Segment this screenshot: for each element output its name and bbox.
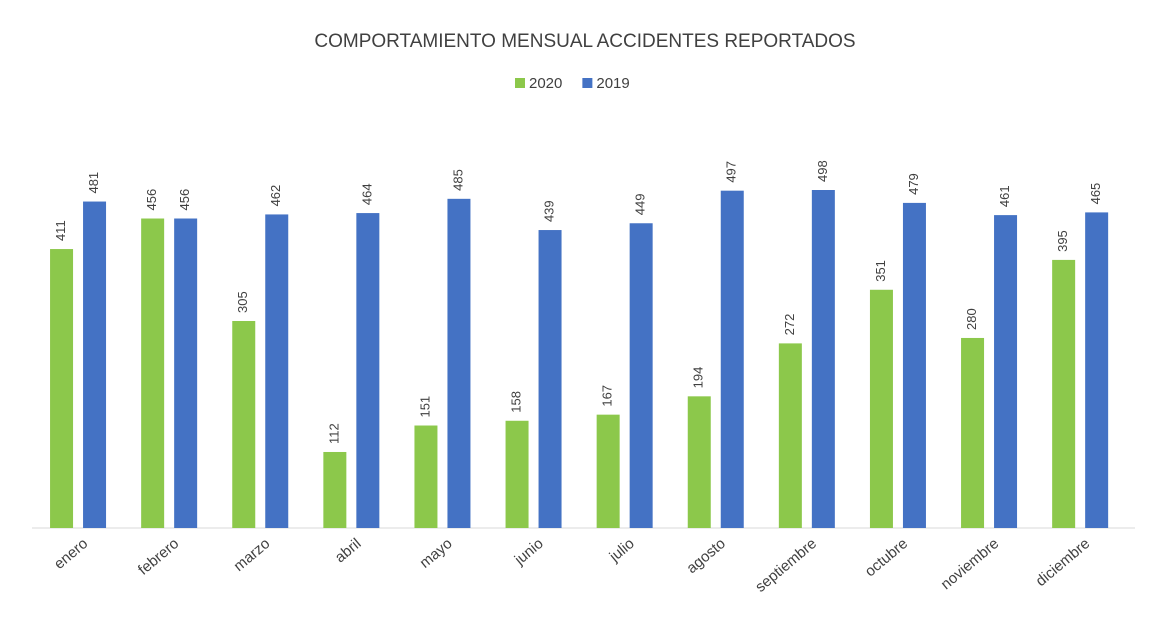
value-label: 485 <box>450 169 465 191</box>
value-label: 449 <box>633 194 648 216</box>
value-label: 461 <box>997 185 1012 207</box>
bar <box>232 320 256 528</box>
bar <box>811 190 835 528</box>
legend-swatch <box>582 78 593 88</box>
bar <box>629 223 653 529</box>
value-label: 272 <box>782 314 797 336</box>
value-label: 351 <box>873 260 888 282</box>
legend-swatch <box>515 78 525 88</box>
bar <box>50 249 74 528</box>
value-label: 112 <box>326 423 341 444</box>
bar <box>83 201 107 528</box>
value-label: 456 <box>177 189 192 211</box>
bar <box>778 343 802 528</box>
value-label: 462 <box>268 185 283 207</box>
value-label: 158 <box>508 391 523 413</box>
value-label: 481 <box>86 172 101 194</box>
value-label: 395 <box>1055 230 1070 252</box>
bar <box>1085 212 1109 528</box>
value-label: 465 <box>1088 183 1103 205</box>
value-label: 439 <box>541 200 556 222</box>
bar <box>596 414 620 528</box>
value-label: 411 <box>53 220 68 241</box>
bar <box>994 215 1018 528</box>
bar <box>414 425 438 528</box>
value-label: 280 <box>964 308 979 330</box>
bar <box>902 202 926 529</box>
bar <box>265 214 289 529</box>
bar <box>141 218 165 528</box>
value-label: 194 <box>691 367 706 389</box>
value-label: 305 <box>235 291 250 313</box>
bar <box>356 213 380 529</box>
chart-title: COMPORTAMIENTO MENSUAL ACCIDENTES REPORT… <box>314 31 855 52</box>
value-label: 498 <box>815 160 830 182</box>
value-label: 167 <box>600 385 615 407</box>
value-label: 456 <box>144 189 159 211</box>
value-label: 464 <box>359 183 374 205</box>
value-label: 479 <box>906 173 921 195</box>
bar <box>174 218 198 528</box>
bar <box>1052 259 1076 528</box>
bar <box>961 337 985 528</box>
bar <box>447 198 471 528</box>
bar <box>687 396 711 528</box>
value-label: 151 <box>417 396 432 418</box>
bar <box>323 451 347 528</box>
bar <box>720 190 744 528</box>
value-label: 497 <box>724 161 739 183</box>
legend-label: 2019 <box>596 75 629 92</box>
bar <box>505 420 529 528</box>
legend-label: 2020 <box>529 75 562 92</box>
bar <box>538 230 562 528</box>
bar <box>869 289 893 528</box>
